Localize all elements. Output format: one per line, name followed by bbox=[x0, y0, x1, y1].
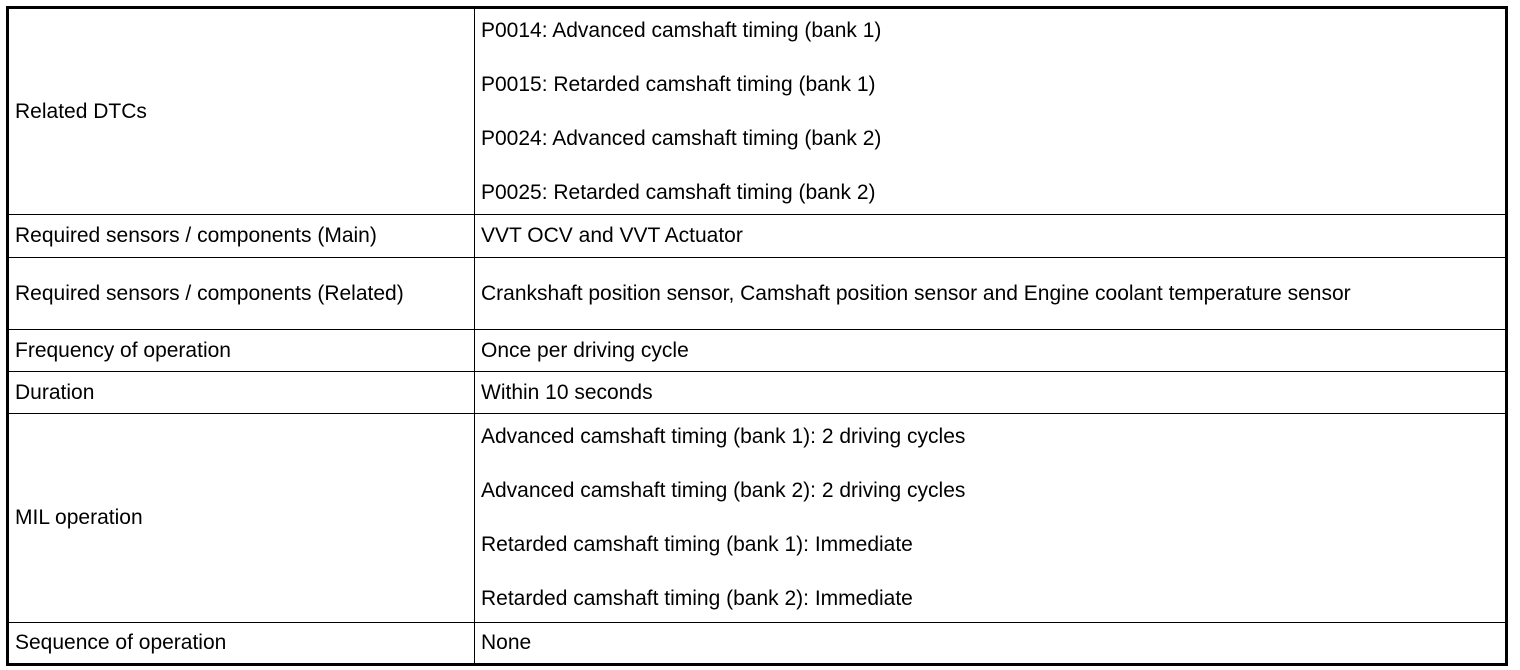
mil-item: Advanced camshaft timing (bank 2): 2 dri… bbox=[481, 479, 966, 502]
row-value: Once per driving cycle bbox=[474, 329, 1507, 372]
dtc-item: P0015: Retarded camshaft timing (bank 1) bbox=[481, 72, 876, 96]
mil-item: Retarded camshaft timing (bank 2): Immed… bbox=[481, 587, 913, 610]
dtc-item: P0024: Advanced camshaft timing (bank 2) bbox=[481, 126, 882, 150]
dtc-item: P0025: Retarded camshaft timing (bank 2) bbox=[481, 180, 876, 204]
table-row-duration: Duration Within 10 seconds bbox=[7, 371, 1507, 414]
row-value: Crankshaft position sensor, Camshaft pos… bbox=[474, 257, 1507, 330]
row-label: Sequence of operation bbox=[7, 622, 475, 665]
row-value: Within 10 seconds bbox=[474, 371, 1507, 414]
monitor-spec-table: Related DTCs P0014: Advanced camshaft ti… bbox=[6, 6, 1508, 666]
row-value: Advanced camshaft timing (bank 1): 2 dri… bbox=[474, 413, 1507, 623]
row-label: Frequency of operation bbox=[7, 329, 475, 372]
row-label: Required sensors / components (Related) bbox=[7, 257, 475, 330]
mil-item: Advanced camshaft timing (bank 1): 2 dri… bbox=[481, 425, 966, 448]
table-row-frequency: Frequency of operation Once per driving … bbox=[7, 329, 1507, 372]
table-row-required-related: Required sensors / components (Related) … bbox=[7, 257, 1507, 330]
mil-list: Advanced camshaft timing (bank 1): 2 dri… bbox=[481, 422, 1499, 614]
row-label: Duration bbox=[7, 371, 475, 414]
row-label: MIL operation bbox=[7, 413, 475, 623]
table-row-mil-operation: MIL operation Advanced camshaft timing (… bbox=[7, 413, 1507, 623]
row-value: P0014: Advanced camshaft timing (bank 1)… bbox=[474, 7, 1507, 215]
mil-item: Retarded camshaft timing (bank 1): Immed… bbox=[481, 533, 913, 556]
row-value: VVT OCV and VVT Actuator bbox=[474, 214, 1507, 258]
row-label: Related DTCs bbox=[7, 7, 475, 215]
row-label: Required sensors / components (Main) bbox=[7, 214, 475, 258]
table-row-sequence: Sequence of operation None bbox=[7, 622, 1507, 665]
table-row-related-dtcs: Related DTCs P0014: Advanced camshaft ti… bbox=[7, 7, 1507, 215]
dtc-list: P0014: Advanced camshaft timing (bank 1)… bbox=[481, 16, 1499, 208]
dtc-item: P0014: Advanced camshaft timing (bank 1) bbox=[481, 18, 882, 42]
row-value: None bbox=[474, 622, 1507, 665]
table-row-required-main: Required sensors / components (Main) VVT… bbox=[7, 214, 1507, 258]
